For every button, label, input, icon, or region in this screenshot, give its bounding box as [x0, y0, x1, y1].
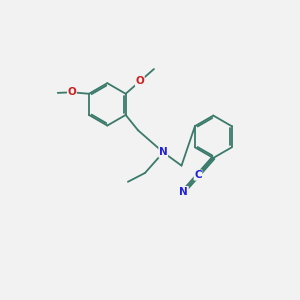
Text: C: C [194, 170, 202, 180]
Text: O: O [68, 87, 76, 97]
Text: N: N [179, 187, 188, 196]
Text: N: N [159, 147, 168, 158]
Text: O: O [135, 76, 144, 86]
